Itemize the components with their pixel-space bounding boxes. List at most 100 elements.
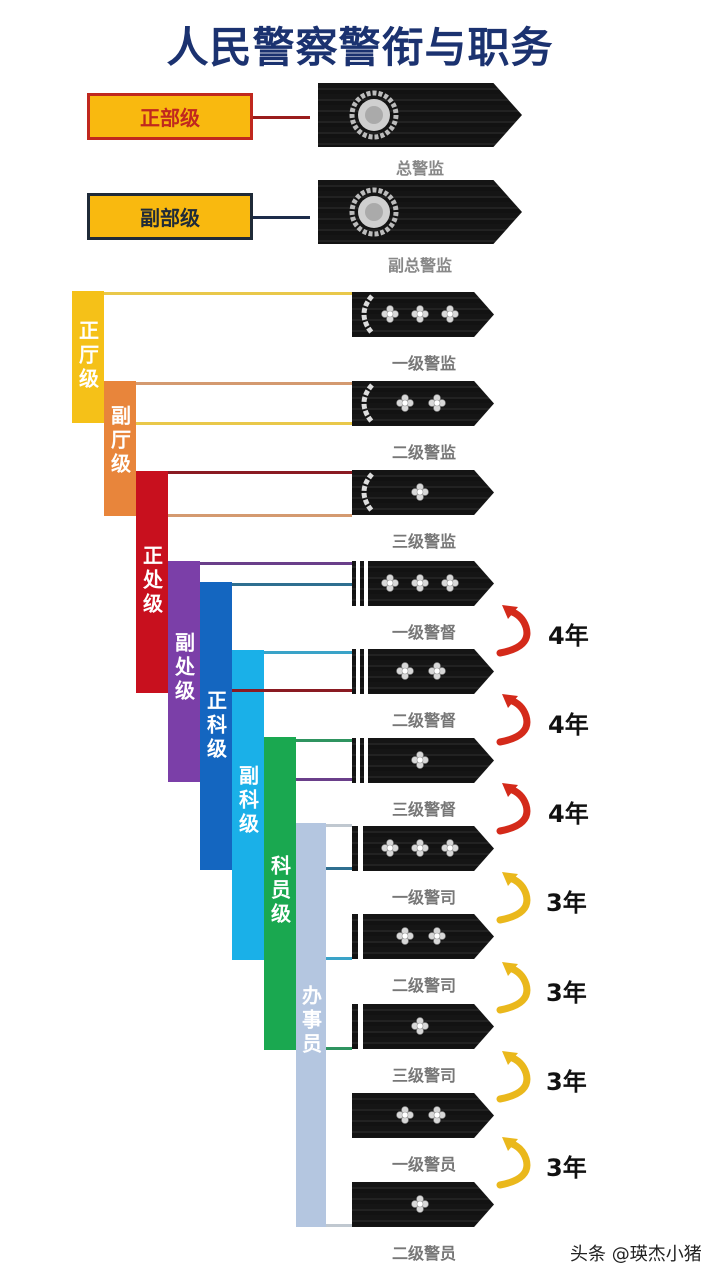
star-icon	[411, 751, 429, 773]
rank-label: 二级警员	[391, 1244, 456, 1263]
connector-line	[136, 382, 352, 385]
epaulet	[352, 1182, 494, 1227]
promotion-years: 3年	[546, 1068, 587, 1096]
promotion-years: 3年	[546, 889, 587, 917]
job-level-bar: 正厅级	[72, 291, 104, 423]
stripe-icon	[358, 826, 363, 871]
rank-label: 三级警司	[391, 1066, 456, 1085]
star-icon	[428, 1106, 446, 1128]
job-level-bar: 副科级	[232, 650, 264, 960]
star-icon	[411, 483, 429, 505]
job-level-bar: 正科级	[200, 582, 232, 870]
job-level-label: 正科级	[203, 690, 228, 762]
rank-label: 二级警督	[391, 711, 456, 730]
star-icon	[441, 574, 459, 596]
promotion-years: 4年	[548, 800, 589, 828]
epaulet	[352, 914, 494, 959]
job-level-bar: 副厅级	[104, 381, 136, 516]
stripe-icon	[356, 561, 360, 606]
connector-line	[326, 1047, 352, 1050]
connector-line	[253, 216, 310, 219]
job-level-bar: 办事员	[296, 823, 326, 1227]
star-icon	[396, 394, 414, 416]
connector-line	[168, 514, 352, 517]
stripe-icon	[356, 649, 360, 694]
job-level-label: 副厅级	[107, 405, 132, 477]
job-level-label: 副处级	[171, 632, 196, 704]
connector-line	[296, 739, 352, 742]
connector-line	[296, 778, 352, 781]
epaulet	[352, 292, 494, 337]
laurel-icon	[361, 383, 374, 424]
page-title: 人民警察警衔与职务	[166, 23, 554, 72]
epaulet	[352, 470, 494, 515]
stripe-icon	[364, 738, 368, 783]
job-level-label: 正厅级	[75, 320, 100, 392]
promotion-years: 4年	[548, 711, 589, 739]
star-icon	[396, 1106, 414, 1128]
stripe-icon	[358, 914, 363, 959]
job-level-label: 副科级	[235, 765, 260, 837]
laurel-icon	[361, 294, 374, 335]
rank-label: 二级警监	[391, 443, 456, 462]
epaulet	[352, 561, 494, 606]
connector-line	[168, 471, 352, 474]
connector-line	[264, 651, 352, 654]
promotion-years: 3年	[546, 1154, 587, 1182]
star-icon	[396, 662, 414, 684]
star-icon	[381, 839, 399, 861]
connector-line	[326, 867, 352, 870]
level-box-vice-ministerial: 副部级	[87, 193, 253, 240]
epaulet	[318, 180, 522, 244]
star-icon	[411, 1017, 429, 1039]
promotion-years: 3年	[546, 979, 587, 1007]
star-icon	[441, 839, 459, 861]
epaulet	[352, 1093, 494, 1138]
rank-label: 一级警督	[391, 623, 456, 642]
job-level-bar: 正处级	[136, 471, 168, 693]
connector-line	[232, 583, 352, 586]
star-icon	[411, 305, 429, 327]
epaulet	[352, 1004, 494, 1049]
job-level-bar: 副处级	[168, 561, 200, 782]
job-level-label: 正处级	[139, 545, 164, 617]
emblem-wreath-icon	[349, 90, 399, 140]
star-icon	[428, 662, 446, 684]
connector-line	[104, 292, 352, 295]
epaulet	[352, 826, 494, 871]
connector-line	[326, 1224, 352, 1227]
epaulet	[352, 649, 494, 694]
job-level-label: 办事员	[298, 985, 323, 1057]
star-icon	[396, 927, 414, 949]
promotion-years: 4年	[548, 622, 589, 650]
job-level-bar: 科员级	[264, 737, 296, 1050]
epaulet	[318, 83, 522, 147]
rank-label: 二级警司	[391, 976, 456, 995]
connector-line	[253, 116, 310, 119]
promotion-arrow-icon	[496, 692, 540, 748]
stripe-icon	[356, 738, 360, 783]
star-icon	[428, 927, 446, 949]
promotion-arrow-icon	[496, 1135, 540, 1191]
star-icon	[381, 305, 399, 327]
promotion-arrow-icon	[496, 781, 540, 837]
star-icon	[441, 305, 459, 327]
connector-line	[326, 824, 352, 827]
stripe-icon	[358, 1004, 363, 1049]
star-icon	[411, 839, 429, 861]
connector-line	[326, 957, 352, 960]
rank-label: 三级警监	[391, 532, 456, 551]
watermark: 头条 @瑛杰小猪	[570, 1244, 702, 1265]
rank-label: 一级警员	[391, 1155, 456, 1174]
emblem-wreath-icon	[349, 187, 399, 237]
job-level-label: 科员级	[267, 855, 292, 927]
rank-label: 三级警督	[391, 800, 456, 819]
epaulet	[352, 738, 494, 783]
epaulet	[352, 381, 494, 426]
rank-label: 副总警监	[387, 256, 452, 275]
star-icon	[411, 1195, 429, 1217]
laurel-icon	[361, 472, 374, 513]
promotion-arrow-icon	[496, 603, 540, 659]
star-icon	[411, 574, 429, 596]
rank-label: 总警监	[395, 159, 444, 178]
